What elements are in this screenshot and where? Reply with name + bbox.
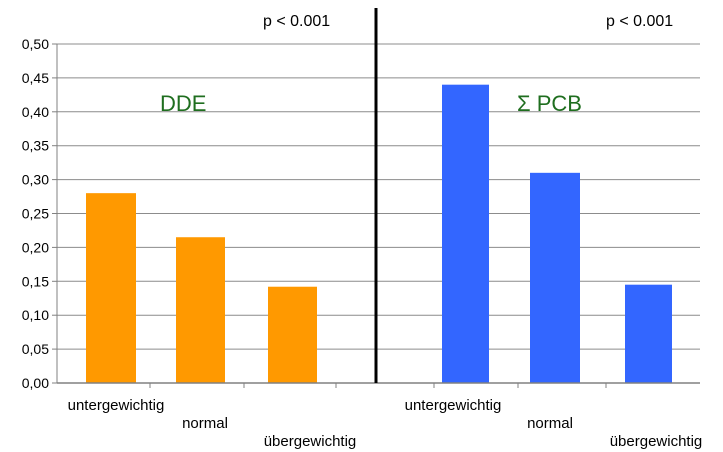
y-tick-label: 0,40 (22, 104, 49, 120)
gridlines (57, 43, 700, 350)
y-tick-label: 0,30 (22, 172, 49, 188)
y-tick-label: 0,25 (22, 206, 49, 222)
pcb-panel-title: Σ PCB (517, 91, 582, 116)
y-tick-label: 0,50 (22, 36, 49, 52)
y-tick-label: 0,15 (22, 273, 49, 289)
y-axis-ticks: 0,00 0,05 0,10 0,15 0,20 0,25 0,30 0,35 0,40 0,45… (22, 36, 607, 391)
y-tick-label: 0,05 (22, 341, 49, 357)
y-tick-label: 0,20 (22, 239, 49, 255)
y-tick-label: 0,45 (22, 70, 49, 86)
bars (86, 84, 672, 384)
y-tick-label: 0,10 (22, 307, 49, 323)
x-category-label: untergewichtig (68, 397, 165, 414)
bar-dde-1 (86, 193, 136, 383)
bar-dde-3 (268, 286, 317, 383)
bar-pcb-2 (530, 172, 580, 383)
right-p-value: p < 0.001 (606, 13, 673, 30)
left-p-value: p < 0.001 (263, 13, 330, 30)
x-axis-category-labels: untergewichtig normal übergewichtig unterge… (68, 397, 703, 450)
dde-panel-title: DDE (160, 91, 206, 116)
x-category-label: normal (527, 415, 573, 432)
x-category-label: normal (182, 415, 228, 432)
y-tick-label: 0,35 (22, 138, 49, 154)
bar-pcb-1 (442, 84, 489, 384)
y-tick-label: 0,00 (22, 375, 49, 391)
x-category-label: übergewichtig (610, 433, 703, 450)
bar-pcb-3 (625, 284, 672, 383)
bar-dde-2 (176, 237, 225, 383)
x-category-label: übergewichtig (264, 433, 357, 450)
x-category-label: untergewichtig (405, 397, 502, 414)
